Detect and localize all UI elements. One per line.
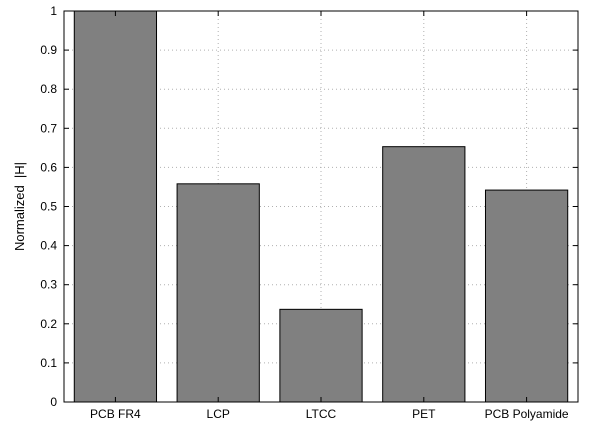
y-tick-label: 0.9: [40, 43, 57, 57]
y-tick-label: 0.1: [40, 356, 57, 370]
y-tick-label: 0.5: [40, 200, 57, 214]
bar-pet: [382, 146, 466, 403]
y-tick-label: 0.3: [40, 278, 57, 292]
y-tick-label: 0.7: [40, 121, 57, 135]
y-tick-label: 0.8: [40, 82, 57, 96]
x-tick-label: PCB FR4: [90, 407, 141, 421]
x-ticks: PCB FR4 LCP LTCC PET PCB Polyamide: [90, 11, 569, 421]
x-tick-label: PCB Polyamide: [485, 407, 569, 421]
y-tick-label: 1: [50, 4, 57, 18]
x-tick-label: LCP: [207, 407, 230, 421]
y-axis-label: Normalized |H|: [12, 162, 27, 251]
bar-pcb-polyamide: [484, 189, 569, 403]
bars-layer: [73, 10, 569, 403]
bar-pcb-fr4: [73, 10, 158, 403]
bar-ltcc: [279, 308, 363, 403]
y-tick-label: 0.2: [40, 317, 57, 331]
y-ticks: 0 0.1 0.2 0.3 0.4 0.5 0.6 0.7 0.8 0.9 1: [40, 4, 578, 409]
bar-lcp: [176, 183, 260, 403]
y-tick-label: 0.4: [40, 239, 57, 253]
y-tick-label: 0.6: [40, 160, 57, 174]
x-tick-label: PET: [412, 407, 436, 421]
y-tick-label: 0: [50, 395, 57, 409]
x-tick-label: LTCC: [306, 407, 337, 421]
